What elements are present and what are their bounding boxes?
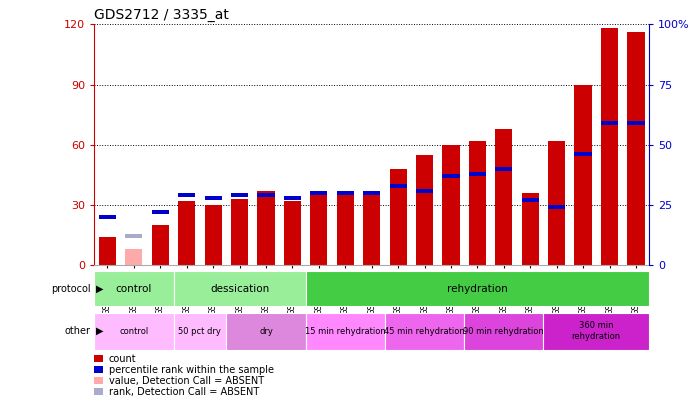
Bar bbox=[151, 225, 169, 265]
Bar bbox=[205, 196, 222, 200]
Bar bbox=[94, 271, 174, 306]
Bar bbox=[389, 169, 407, 265]
Text: GDS2712 / 3335_at: GDS2712 / 3335_at bbox=[94, 8, 229, 22]
Bar bbox=[416, 155, 433, 265]
Bar bbox=[363, 191, 380, 195]
Bar bbox=[151, 210, 169, 214]
Bar bbox=[601, 28, 618, 265]
Bar bbox=[548, 205, 565, 209]
Bar bbox=[310, 191, 327, 195]
Text: rank, Detection Call = ABSENT: rank, Detection Call = ABSENT bbox=[109, 387, 259, 396]
Bar bbox=[125, 234, 142, 239]
Text: dry: dry bbox=[259, 326, 273, 336]
Bar bbox=[258, 193, 274, 197]
Text: protocol: protocol bbox=[51, 284, 91, 294]
Bar bbox=[521, 193, 539, 265]
Text: control: control bbox=[119, 326, 149, 336]
Bar bbox=[226, 313, 306, 350]
Bar bbox=[521, 198, 539, 202]
Text: percentile rank within the sample: percentile rank within the sample bbox=[109, 365, 274, 375]
Text: other: other bbox=[65, 326, 91, 336]
Text: rehydration: rehydration bbox=[447, 284, 507, 294]
Text: ▶: ▶ bbox=[96, 326, 103, 336]
Text: 15 min rehydration: 15 min rehydration bbox=[305, 326, 385, 336]
Bar bbox=[174, 313, 226, 350]
Bar bbox=[469, 172, 486, 176]
Bar bbox=[469, 141, 486, 265]
Bar bbox=[231, 199, 248, 265]
Bar bbox=[258, 191, 274, 265]
Bar bbox=[628, 121, 644, 125]
Bar bbox=[416, 189, 433, 193]
Bar bbox=[336, 191, 354, 195]
Bar bbox=[125, 249, 142, 265]
Bar bbox=[178, 201, 195, 265]
Bar bbox=[628, 32, 644, 265]
Bar bbox=[284, 201, 301, 265]
Bar bbox=[544, 313, 649, 350]
Bar bbox=[94, 313, 174, 350]
Text: value, Detection Call = ABSENT: value, Detection Call = ABSENT bbox=[109, 376, 264, 386]
Bar bbox=[495, 167, 512, 171]
Bar bbox=[174, 271, 306, 306]
Bar bbox=[574, 152, 592, 156]
Bar bbox=[548, 141, 565, 265]
Bar bbox=[443, 174, 459, 178]
Bar bbox=[306, 271, 649, 306]
Bar bbox=[99, 237, 116, 265]
Text: 45 min rehydration: 45 min rehydration bbox=[384, 326, 465, 336]
Bar bbox=[205, 205, 222, 265]
Bar bbox=[99, 215, 116, 219]
Bar bbox=[306, 313, 385, 350]
Bar bbox=[178, 193, 195, 197]
Text: count: count bbox=[109, 354, 137, 364]
Bar bbox=[231, 193, 248, 197]
Bar bbox=[443, 145, 459, 265]
Bar bbox=[464, 313, 544, 350]
Text: 360 min
rehydration: 360 min rehydration bbox=[572, 322, 621, 341]
Text: ▶: ▶ bbox=[96, 284, 103, 294]
Text: control: control bbox=[116, 284, 152, 294]
Bar bbox=[495, 129, 512, 265]
Bar bbox=[601, 121, 618, 125]
Text: dessication: dessication bbox=[210, 284, 269, 294]
Bar bbox=[336, 195, 354, 265]
Bar bbox=[574, 85, 592, 265]
Bar bbox=[363, 191, 380, 265]
Bar bbox=[284, 196, 301, 200]
Bar bbox=[310, 195, 327, 265]
Bar bbox=[389, 184, 407, 188]
Text: 50 pct dry: 50 pct dry bbox=[179, 326, 221, 336]
Text: 90 min rehydration: 90 min rehydration bbox=[463, 326, 544, 336]
Bar bbox=[385, 313, 464, 350]
